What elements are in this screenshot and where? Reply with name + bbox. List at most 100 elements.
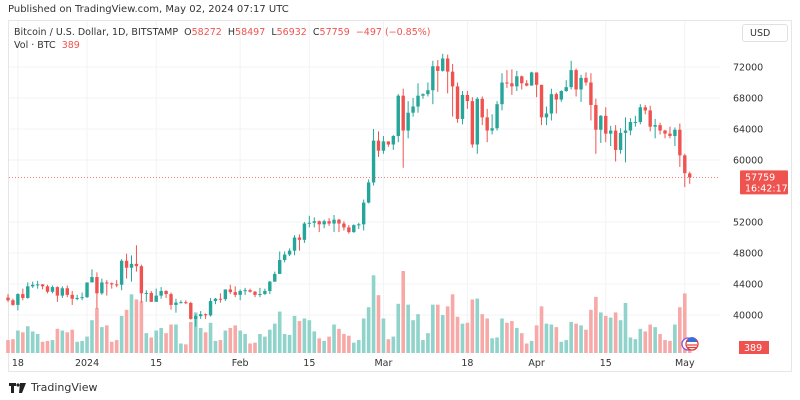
volume-bar xyxy=(243,334,247,353)
candle-body xyxy=(460,94,465,119)
candle-body xyxy=(327,221,331,224)
candle-body xyxy=(520,76,524,84)
candle xyxy=(198,311,203,319)
volume-bar xyxy=(223,330,228,353)
tradingview-logo: TradingView xyxy=(9,381,97,394)
volume-bar xyxy=(682,293,687,353)
candle-body xyxy=(194,316,198,319)
volume-bar xyxy=(228,327,233,353)
candle xyxy=(100,278,104,295)
candle-body xyxy=(144,292,149,294)
candle xyxy=(273,271,277,282)
candle-body xyxy=(11,300,15,305)
volume-bar xyxy=(539,306,544,353)
currency-button[interactable]: USD xyxy=(742,24,788,42)
volume-bar xyxy=(307,320,312,353)
volume-bar xyxy=(668,340,672,353)
volume-row: Vol · BTC 389 xyxy=(14,39,431,52)
candle xyxy=(233,286,237,298)
candle-body xyxy=(574,70,578,90)
candle xyxy=(6,294,10,302)
volume-bar xyxy=(65,332,70,353)
volume-bar xyxy=(569,321,573,353)
volume-bar xyxy=(272,323,277,353)
candle-body xyxy=(495,104,499,129)
candle xyxy=(218,293,223,303)
candle-body xyxy=(31,284,35,287)
candle xyxy=(248,288,252,293)
candle-body xyxy=(124,260,129,268)
candle-body xyxy=(559,91,563,100)
volume-bar xyxy=(416,314,420,353)
volume-bar xyxy=(21,332,25,353)
candle xyxy=(342,221,346,231)
volume-bar xyxy=(193,312,198,353)
candle-body xyxy=(604,115,608,134)
candle-body xyxy=(35,284,40,286)
candle-body xyxy=(179,302,183,304)
candle-body xyxy=(213,298,218,302)
candle xyxy=(70,290,74,305)
time-tick-label: 15 xyxy=(303,358,315,369)
candle-body xyxy=(238,290,242,295)
candle xyxy=(11,298,15,306)
volume-bar xyxy=(109,341,114,353)
volume-bar xyxy=(342,334,346,353)
close-value: 57759 xyxy=(319,27,350,38)
volume-bar xyxy=(386,339,391,353)
candle xyxy=(85,282,89,298)
candle-body xyxy=(465,94,470,102)
candle-body xyxy=(302,223,307,240)
candle-body xyxy=(273,273,277,282)
candle-body xyxy=(278,259,282,274)
volume-bar xyxy=(544,323,549,353)
candle xyxy=(653,118,657,139)
volume-bar xyxy=(460,323,465,353)
volume-bar xyxy=(45,340,50,353)
volume-bar xyxy=(431,304,435,353)
volume-bar xyxy=(524,343,529,353)
candle xyxy=(534,72,539,98)
candle xyxy=(683,153,687,188)
volume-bar xyxy=(282,334,287,353)
candle-body xyxy=(105,282,109,284)
volume-bar xyxy=(485,318,489,353)
candle xyxy=(599,115,603,143)
volume-bar xyxy=(35,334,40,353)
candle-body xyxy=(554,94,559,100)
volume-bar xyxy=(534,325,539,353)
volume-bar xyxy=(480,314,485,353)
candle-body xyxy=(480,98,484,118)
last-price-value: 57759 xyxy=(745,172,775,183)
volume-bar xyxy=(648,324,652,353)
candle-body xyxy=(154,295,158,302)
candle-body xyxy=(282,254,287,260)
candle-body xyxy=(292,237,297,251)
candle xyxy=(65,285,69,298)
volume-bar xyxy=(213,340,218,353)
candle xyxy=(80,292,84,301)
candle-body xyxy=(45,286,50,292)
candle-body xyxy=(594,104,598,130)
volume-bar xyxy=(253,342,257,353)
candle-body xyxy=(352,225,356,233)
time-tick-label: 18 xyxy=(461,358,473,369)
candle xyxy=(436,60,440,92)
candle-body xyxy=(258,294,262,296)
candle-body xyxy=(411,106,415,113)
volume-bar xyxy=(371,275,376,353)
candle-body xyxy=(653,125,657,127)
volume-bar xyxy=(75,341,79,353)
candle-body xyxy=(50,287,55,292)
candle-body xyxy=(406,112,410,131)
tradingview-logo-icon xyxy=(9,382,26,393)
candle-body xyxy=(366,182,371,203)
volume-bar xyxy=(594,296,598,353)
volume-bar xyxy=(475,298,480,353)
candle-body xyxy=(589,82,593,105)
volume-bar xyxy=(144,333,149,353)
candle xyxy=(470,97,475,148)
candle xyxy=(189,301,193,320)
economic-event-icon xyxy=(681,337,699,351)
